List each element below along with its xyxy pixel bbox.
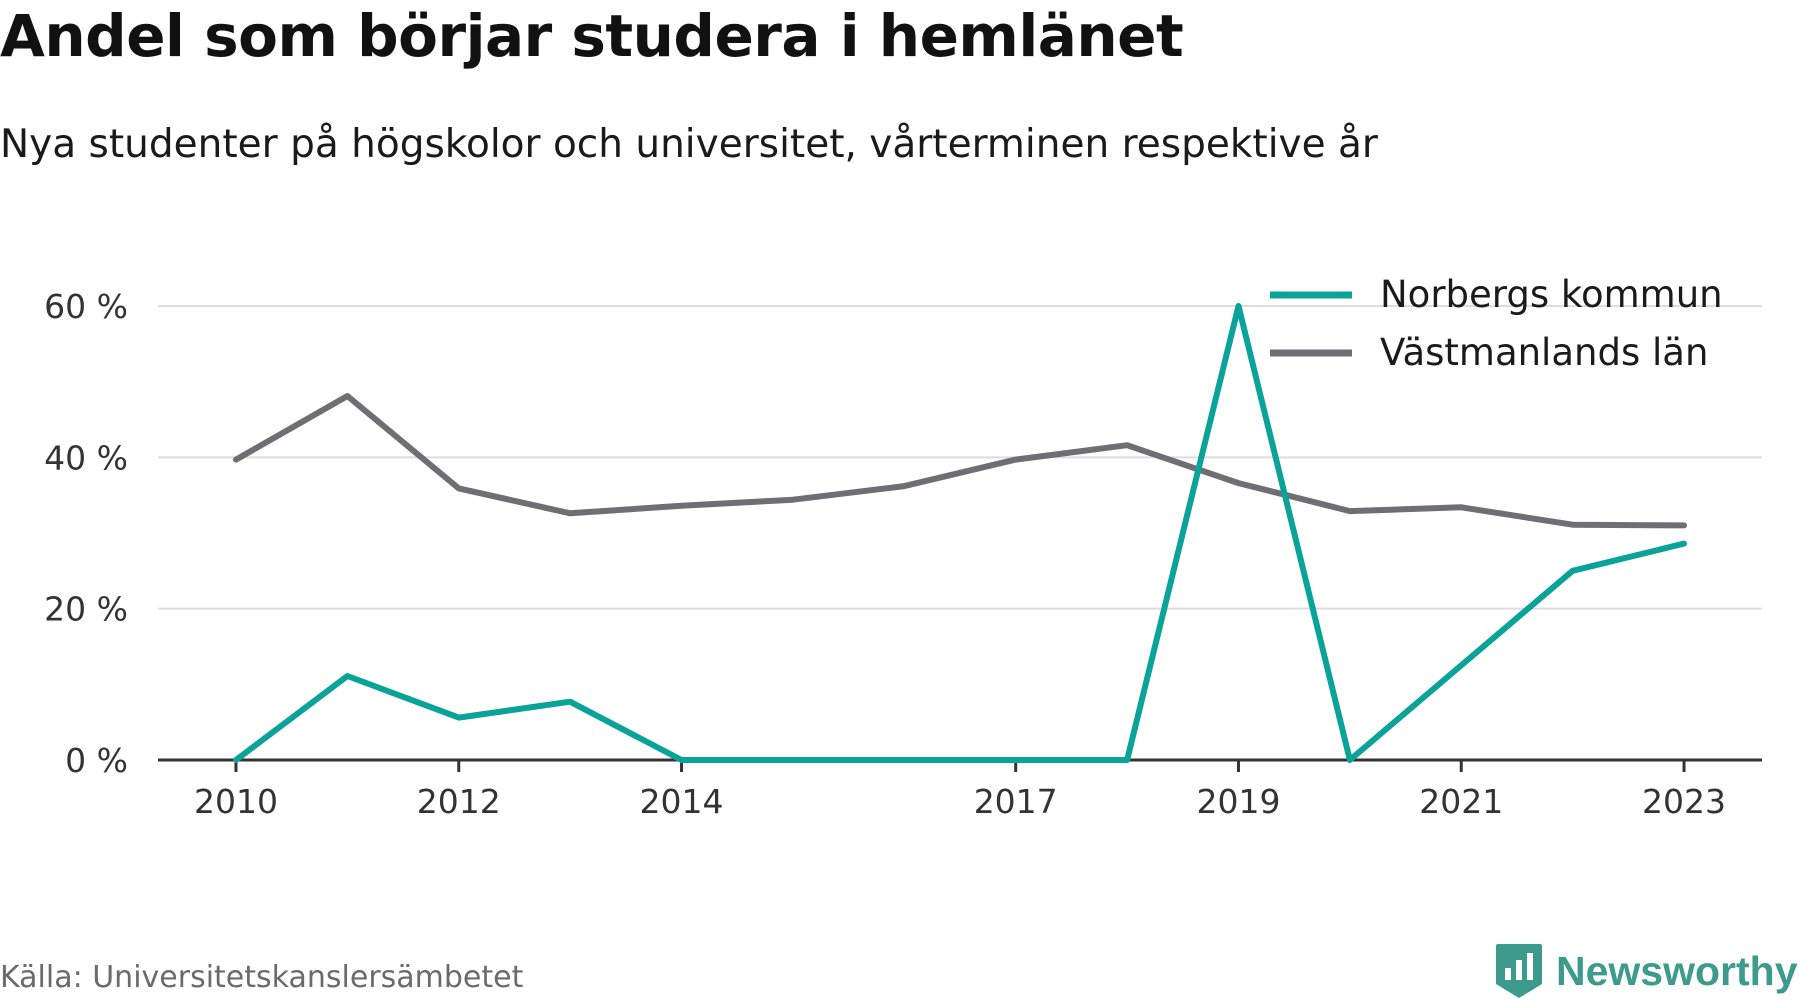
y-tick-label: 40 % <box>44 438 128 477</box>
page-title: Andel som börjar studera i hemlänet <box>0 2 1184 70</box>
x-tick-label: 2019 <box>1196 782 1280 821</box>
y-axis-ticks: 0 % 20 % 40 % 60 % <box>44 287 128 780</box>
newsworthy-logo-icon <box>1496 944 1542 998</box>
x-tick-label: 2012 <box>417 782 501 821</box>
x-tick-label: 2023 <box>1642 782 1726 821</box>
series-line-norbergs-kommun <box>233 303 1687 763</box>
legend-label: Västmanlands län <box>1380 331 1708 374</box>
series-lines <box>233 303 1687 763</box>
x-tick-label: 2014 <box>640 782 724 821</box>
y-tick-label: 60 % <box>44 287 128 326</box>
x-tick-label: 2010 <box>194 782 278 821</box>
x-tick-label: 2017 <box>974 782 1058 821</box>
y-tick-label: 20 % <box>44 590 128 629</box>
source-note: Källa: Universitetskanslersämbetet <box>0 960 524 995</box>
x-tick-label: 2021 <box>1419 782 1503 821</box>
brand-name: Newsworthy <box>1556 947 1798 994</box>
legend-label: Norbergs kommun <box>1380 273 1723 316</box>
page-subtitle: Nya studenter på högskolor och universit… <box>0 122 1378 167</box>
y-tick-label: 0 % <box>65 741 128 780</box>
x-axis-ticks: 2010 2012 2014 2017 2019 2021 2023 <box>194 760 1726 821</box>
series-line-vastmanlands-lan <box>233 393 1687 529</box>
legend: Norbergs kommun Västmanlands län <box>1270 273 1723 374</box>
brand-logo[interactable]: Newsworthy <box>1494 942 1798 1000</box>
